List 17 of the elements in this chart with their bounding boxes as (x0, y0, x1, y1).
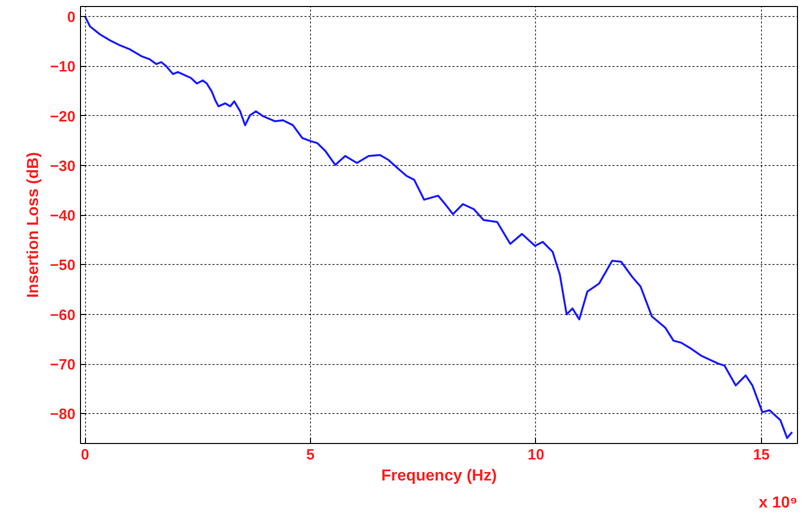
y-tick-label: −50 (50, 257, 76, 274)
y-tick-label: 0 (67, 8, 76, 26)
text: x 10⁹ (758, 494, 798, 512)
y-tick-label: −10 (50, 58, 76, 76)
x-tick-label: 10 (528, 446, 544, 464)
x-tick-label: 0 (80, 446, 90, 464)
y-tick-label: −40 (50, 208, 76, 225)
y-tick-label: −30 (50, 158, 76, 175)
x-tick-label: 15 (753, 446, 770, 464)
y-axis-title: Insertion Loss (dB) (25, 152, 42, 298)
y-tick-label: −20 (50, 108, 76, 126)
x-tick-label: 5 (306, 446, 315, 464)
y-tick-label: −70 (50, 356, 76, 374)
line-series (84, 15, 794, 440)
y-tick-label: −60 (50, 306, 76, 324)
y-tick-label: −80 (50, 406, 76, 424)
x-axis-title: Frequency (Hz) (381, 468, 497, 484)
